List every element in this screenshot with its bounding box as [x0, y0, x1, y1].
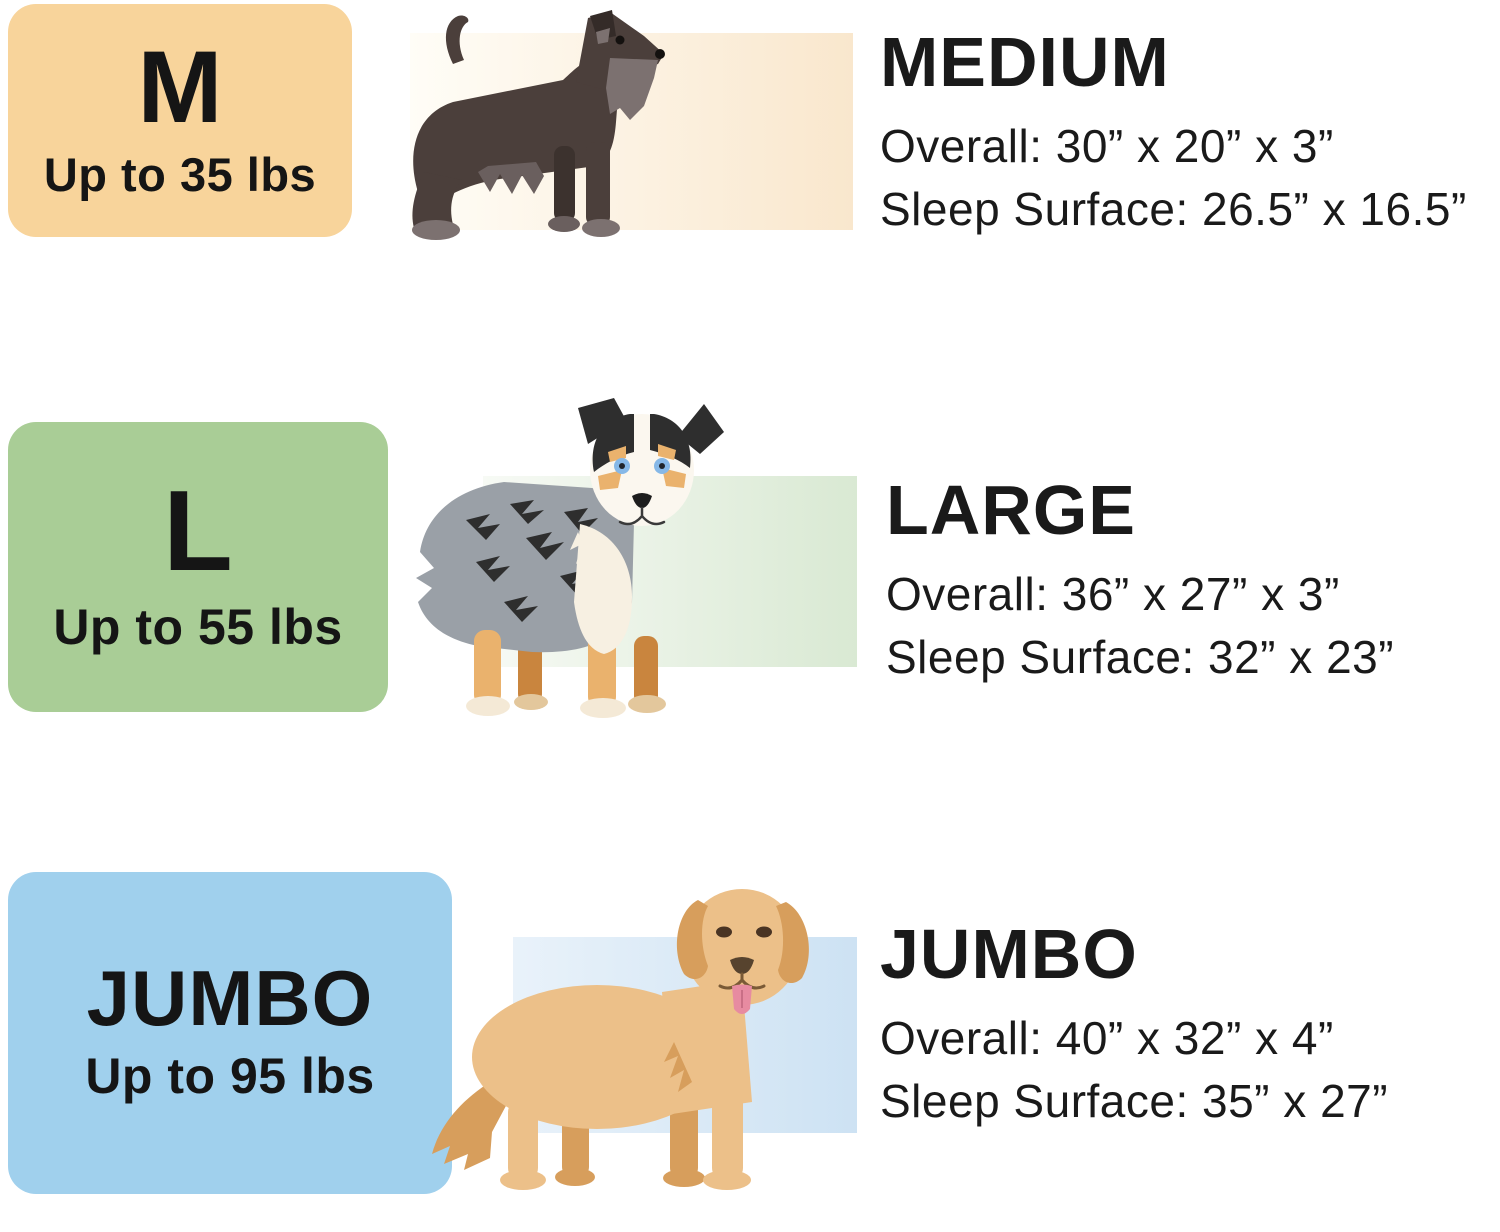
sleep-surface-medium: Sleep Surface: 26.5” x 16.5”: [880, 182, 1467, 235]
size-badge-jumbo: JUMBO Up to 95 lbs: [8, 872, 452, 1194]
sleep-surface-large: Sleep Surface: 32” x 23”: [886, 630, 1395, 683]
size-title-large: LARGE: [886, 471, 1136, 549]
overall-dimensions-jumbo: Overall: 40” x 32” x 4”: [880, 1012, 1334, 1064]
sleep-surface-jumbo: Sleep Surface: 35” x 27”: [880, 1074, 1389, 1127]
size-badge-large: L Up to 55 lbs: [8, 422, 388, 712]
overall-dimensions-large: Overall: 36” x 27” x 3”: [886, 568, 1340, 620]
size-letter-large: L: [163, 467, 233, 595]
size-details-large: LARGE Overall: 36” x 27” x 3” Sleep Surf…: [886, 470, 1394, 688]
size-title-jumbo: JUMBO: [880, 915, 1138, 993]
size-badge-medium: M Up to 35 lbs: [8, 4, 352, 237]
golden-retriever-illustration: [432, 889, 809, 1190]
size-title-medium: MEDIUM: [880, 23, 1170, 101]
size-details-medium: MEDIUM Overall: 30” x 20” x 3” Sleep Sur…: [880, 22, 1467, 240]
size-letter-jumbo: JUMBO: [86, 953, 374, 1042]
size-details-jumbo: JUMBO Overall: 40” x 32” x 4” Sleep Surf…: [880, 914, 1388, 1132]
size-letter-medium: M: [137, 29, 223, 144]
weight-range-medium: Up to 35 lbs: [43, 148, 317, 202]
overall-dimensions-medium: Overall: 30” x 20” x 3”: [880, 120, 1334, 172]
weight-range-jumbo: Up to 95 lbs: [85, 1048, 375, 1105]
australian-shepherd-illustration: [416, 398, 724, 718]
weight-range-large: Up to 55 lbs: [53, 599, 343, 656]
miniature-schnauzer-illustration: [412, 10, 665, 240]
